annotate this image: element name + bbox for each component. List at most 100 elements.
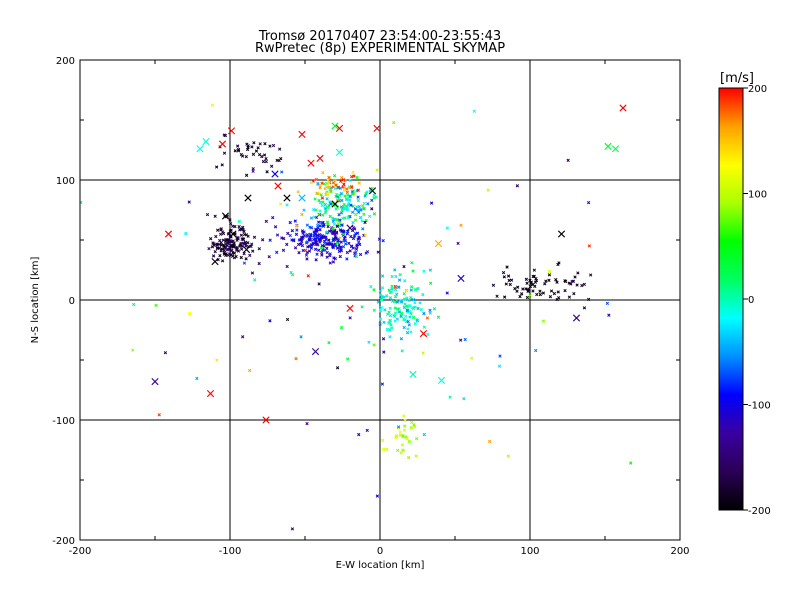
data-point [363,220,367,225]
data-point [507,278,511,283]
data-point [390,274,394,279]
data-point [218,232,223,236]
data-point [331,219,335,223]
data-point [320,236,324,240]
data-point [257,247,261,251]
data-point [524,277,529,281]
data-point [367,340,371,344]
data-point [402,325,406,330]
data-point [318,209,322,213]
data-point [361,204,365,208]
data-point [570,279,574,283]
data-point [350,185,354,189]
data-point [378,293,383,297]
data-point [428,268,433,272]
data-point [556,262,560,267]
data-point [422,432,426,437]
data-point [292,238,296,242]
data-point [350,244,354,249]
data-point [80,200,83,205]
data-point [528,284,533,289]
data-point [281,248,286,252]
data-point [244,257,248,261]
data-point [357,240,361,244]
data-point [227,252,232,256]
data-point [401,448,405,452]
data-point [415,319,420,323]
data-point [526,287,530,291]
cross-marker [611,145,620,153]
data-point [363,233,367,237]
data-point [288,233,292,238]
data-point [352,174,356,178]
data-point [605,301,610,306]
data-point [335,192,339,197]
data-point [314,241,319,245]
data-point [154,303,158,308]
data-point [347,241,351,246]
cross-marker [221,212,230,220]
data-point [319,220,323,225]
data-point [395,292,399,296]
data-point [261,159,266,164]
y-tick-label: -200 [52,536,75,547]
data-point [410,305,415,310]
cross-marker [335,124,344,132]
data-point [320,250,324,255]
data-point [345,190,349,194]
data-point [132,302,136,307]
data-point [235,144,240,148]
data-point [378,322,382,326]
data-point [328,200,332,204]
chart-title: Tromsø 20170407 23:54:00-23:55:43 [258,29,501,44]
data-point [405,331,410,335]
data-point [407,309,412,313]
data-point [328,188,333,192]
data-point [315,236,320,240]
data-point [248,368,252,373]
data-point [486,188,490,192]
data-point [262,153,267,157]
data-point [157,413,161,417]
data-point [313,247,318,251]
data-point [275,250,279,255]
data-point [346,203,350,207]
data-point [394,274,398,279]
data-point [403,279,407,283]
data-point [372,308,376,312]
data-point [470,356,474,360]
data-point [393,295,398,299]
data-point [422,269,426,273]
data-point [340,206,344,211]
data-point [385,447,389,451]
data-point [357,210,361,214]
data-point [211,254,216,258]
data-point [404,289,408,293]
data-point [407,304,412,308]
data-point [398,433,403,437]
data-point [379,306,383,310]
data-point [566,158,570,162]
data-point [339,229,344,233]
data-point [518,294,522,299]
data-point [320,196,325,200]
data-point [339,179,343,184]
data-point [236,147,241,152]
data-point [388,296,393,300]
data-point [402,305,406,310]
data-point [232,251,237,255]
data-point [293,246,298,250]
cross-marker [335,148,344,156]
data-point [421,351,425,355]
data-point [573,275,577,279]
data-point [567,281,571,285]
data-point [309,181,313,185]
data-point [226,247,230,251]
data-point [253,278,257,282]
data-point [312,230,316,234]
data-point [300,236,305,240]
data-point [339,192,343,196]
data-point [372,212,377,216]
data-point [497,364,502,368]
